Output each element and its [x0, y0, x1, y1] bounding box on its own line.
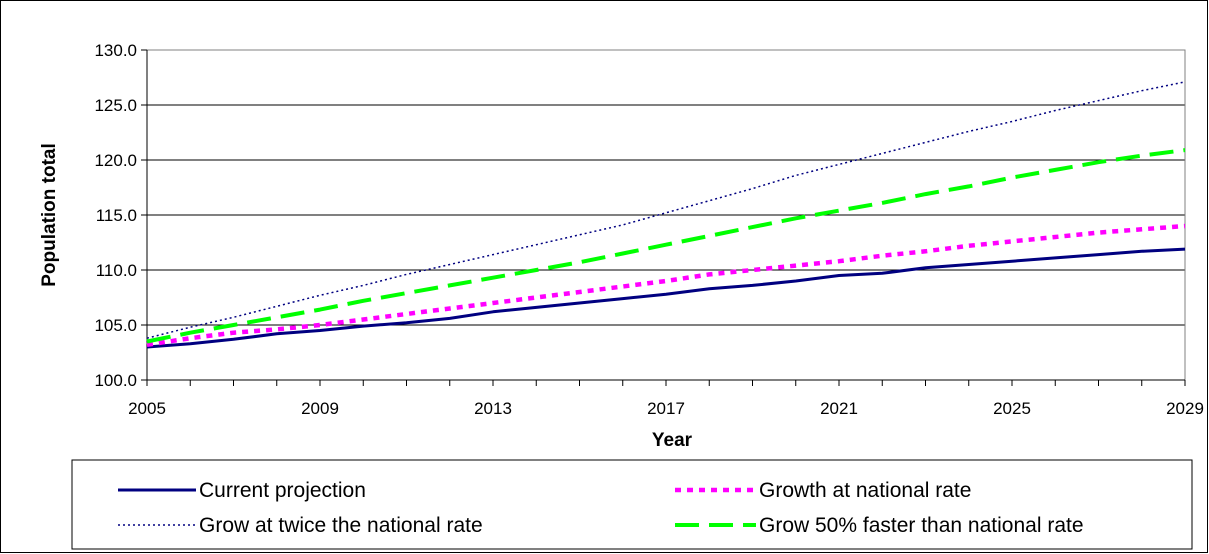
x-tick-label: 2009 [301, 399, 339, 418]
legend-label-4: Grow 50% faster than national rate [759, 514, 1084, 537]
y-tick-label: 105.0 [94, 316, 137, 335]
series-line-4 [146, 148, 1186, 344]
y-tick-label: 100.0 [94, 371, 137, 390]
y-axis-ticks: 100.0 105.0 110.0 115.0 120.0 125.0 130.0 [94, 41, 148, 390]
x-axis-title: Year [652, 430, 693, 451]
x-tick-label: 2025 [993, 399, 1031, 418]
y-tick-label: 110.0 [96, 261, 137, 280]
legend-items: Current projection Growth at national rat… [118, 479, 1084, 537]
x-axis-ticks: 2005 2009 2013 2017 2021 2025 2029 [128, 379, 1204, 418]
legend-label-3: Grow at twice the national rate [199, 514, 483, 537]
y-tick-label: 125.0 [94, 96, 137, 115]
series-line-1 [146, 247, 1186, 349]
x-tick-label: 2029 [1166, 399, 1204, 418]
legend-label-2: Growth at national rate [759, 479, 971, 502]
y-axis-title: Population total [39, 143, 60, 287]
y-tick-label: 130.0 [94, 41, 137, 60]
series-line-3 [146, 81, 1186, 339]
x-tick-label: 2005 [128, 399, 166, 418]
x-tick-label: 2017 [647, 399, 685, 418]
legend-box [71, 459, 1193, 550]
legend-label-1: Current projection [199, 479, 366, 502]
y-tick-label: 115.0 [96, 206, 137, 225]
legend: Current projection Growth at national rat… [71, 459, 1193, 550]
y-tick-label: 120.0 [94, 151, 137, 170]
x-tick-label: 2013 [474, 399, 512, 418]
x-tick-label: 2021 [820, 399, 858, 418]
series-lines [146, 81, 1186, 349]
